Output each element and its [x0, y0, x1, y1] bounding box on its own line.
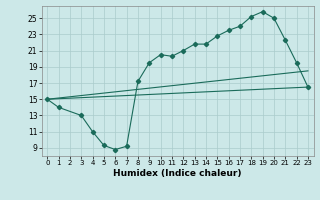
X-axis label: Humidex (Indice chaleur): Humidex (Indice chaleur) — [113, 169, 242, 178]
